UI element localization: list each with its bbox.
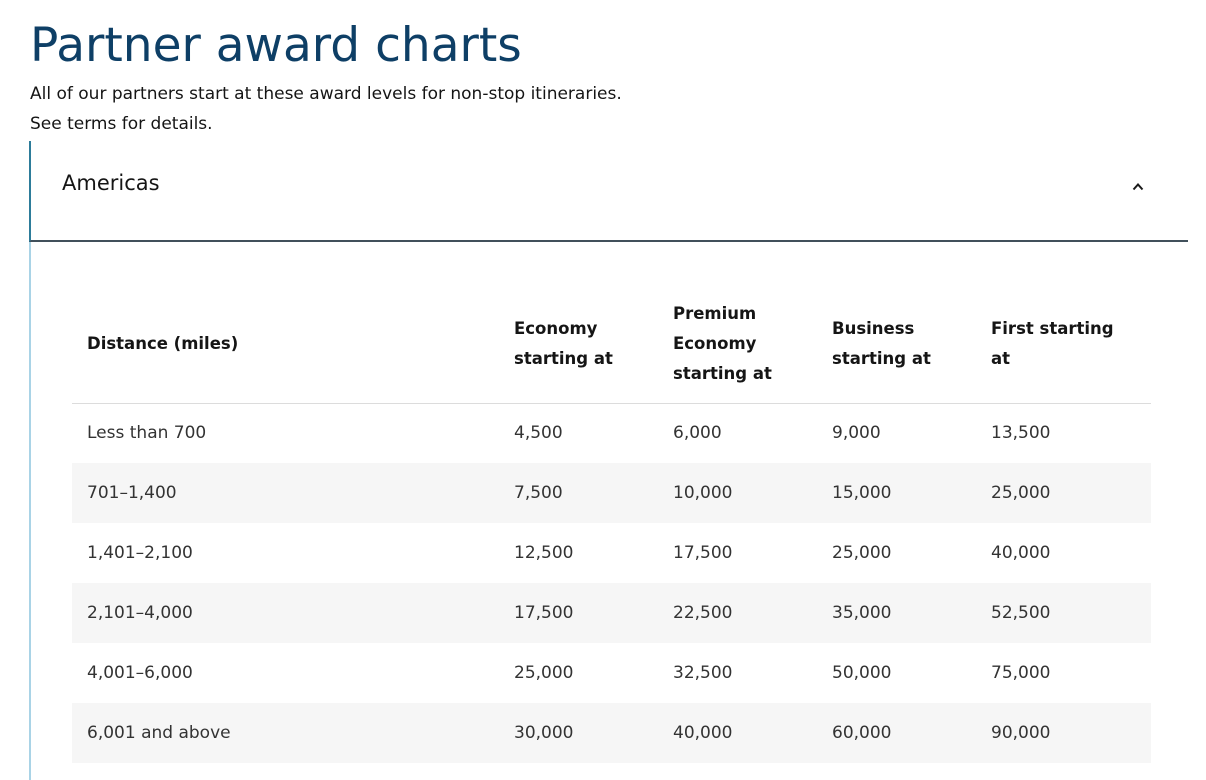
- table-row: 701–1,400 7,500 10,000 15,000 25,000: [72, 463, 1151, 523]
- premium-economy-cell: 10,000: [673, 463, 832, 523]
- column-header-first: First starting at: [991, 286, 1151, 404]
- distance-cell: 701–1,400: [72, 463, 514, 523]
- distance-cell: 1,401–2,100: [87, 543, 193, 563]
- table-header-row: Distance (miles) Economy starting at Pre…: [72, 286, 1151, 404]
- economy-cell: 7,500: [514, 463, 673, 523]
- first-cell: 52,500: [991, 583, 1151, 643]
- economy-cell: 25,000: [514, 663, 574, 683]
- economy-cell: 17,500: [514, 583, 673, 643]
- premium-economy-cell: 22,500: [673, 583, 832, 643]
- accordion-americas: Americas Distance (miles) Economy starti…: [29, 141, 1188, 780]
- business-cell: 15,000: [832, 463, 991, 523]
- distance-cell: 6,001 and above: [72, 703, 514, 763]
- award-chart-table: Distance (miles) Economy starting at Pre…: [72, 286, 1151, 763]
- column-header-business: Business starting at: [832, 286, 991, 404]
- distance-cell: 2,101–4,000: [72, 583, 514, 643]
- premium-economy-cell: 40,000: [673, 703, 832, 763]
- economy-cell: 4,500: [514, 423, 563, 444]
- chevron-up-icon[interactable]: [1132, 181, 1144, 193]
- table-row: Less than 700 4,500 6,000 9,000 13,500: [72, 403, 1151, 463]
- accordion-title: Americas: [62, 171, 160, 195]
- distance-cell: Less than 700: [87, 423, 207, 444]
- first-cell: 90,000: [991, 703, 1151, 763]
- intro-text: All of our partners start at these award…: [30, 84, 622, 104]
- business-cell: 60,000: [832, 703, 991, 763]
- first-cell: 40,000: [991, 543, 1051, 563]
- first-cell: 25,000: [991, 463, 1151, 523]
- premium-economy-cell: 6,000: [673, 423, 722, 444]
- business-cell: 35,000: [832, 583, 991, 643]
- column-header-distance: Distance (miles): [72, 286, 514, 404]
- first-cell: 75,000: [991, 663, 1051, 683]
- terms-text: See terms for details.: [30, 114, 213, 134]
- column-header-premium-economy: Premium Economy starting at: [673, 286, 832, 404]
- economy-cell: 30,000: [514, 703, 673, 763]
- page-title: Partner award charts: [30, 18, 522, 73]
- column-header-economy: Economy starting at: [514, 286, 673, 404]
- table-row: 2,101–4,000 17,500 22,500 35,000 52,500: [72, 583, 1151, 643]
- business-cell: 9,000: [832, 423, 881, 444]
- first-cell: 13,500: [991, 423, 1051, 444]
- premium-economy-cell: 17,500: [673, 543, 733, 563]
- table-row: 4,001–6,000 25,000 32,500 50,000 75,000: [72, 643, 1151, 703]
- table-row: 1,401–2,100 12,500 17,500 25,000 40,000: [72, 523, 1151, 583]
- table-row: 6,001 and above 30,000 40,000 60,000 90,…: [72, 703, 1151, 763]
- economy-cell: 12,500: [514, 543, 574, 563]
- business-cell: 50,000: [832, 663, 892, 683]
- accordion-header-americas[interactable]: Americas: [29, 141, 1188, 242]
- business-cell: 25,000: [832, 543, 892, 563]
- distance-cell: 4,001–6,000: [87, 663, 193, 683]
- premium-economy-cell: 32,500: [673, 663, 733, 683]
